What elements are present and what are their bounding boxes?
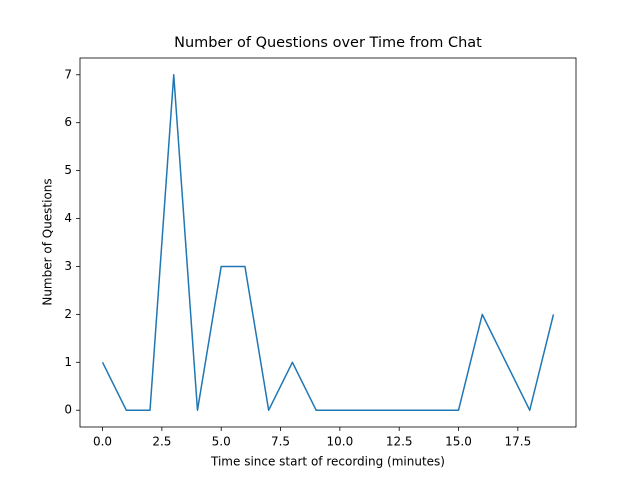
x-tick-label: 2.5 [152,435,171,449]
chart-title: Number of Questions over Time from Chat [174,35,482,51]
x-axis-label: Time since start of recording (minutes) [210,455,445,469]
y-tick-label: 2 [64,307,72,321]
data-line [101,74,555,411]
x-tick-label: 10.0 [327,435,354,449]
y-axis-label: Number of Questions [41,178,55,305]
y-tick-label: 1 [64,355,72,369]
x-tick-label: 17.5 [504,435,531,449]
y-tick-label: 0 [64,403,72,417]
y-tick-label: 4 [64,211,72,225]
x-tick-label: 0.0 [93,435,112,449]
x-tick-label: 12.5 [386,435,413,449]
x-tick-label: 15.0 [445,435,472,449]
plot-frame [79,57,577,428]
y-tick-label: 5 [64,163,72,177]
y-tick-label: 7 [64,67,72,81]
y-tick-label: 3 [64,259,72,273]
x-tick-label: 7.5 [271,435,290,449]
x-tick-label: 5.0 [212,435,231,449]
y-tick-label: 6 [64,115,72,129]
